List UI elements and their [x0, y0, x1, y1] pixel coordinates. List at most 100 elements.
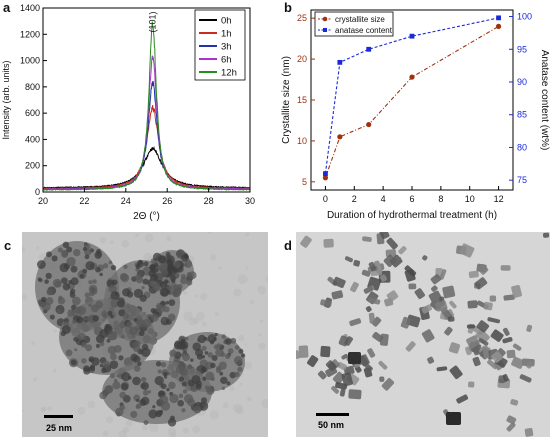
nanoparticle [130, 410, 138, 418]
nanoparticle [135, 404, 140, 409]
nanoparticle [157, 369, 162, 374]
y-tick-label: 1000 [20, 56, 40, 66]
nanoparticle [142, 278, 149, 285]
anatase-crystal [489, 295, 497, 302]
anatase-crystal [441, 307, 452, 320]
background-grain [259, 319, 264, 323]
anatase-crystal [379, 376, 385, 382]
anatase-crystal [296, 350, 300, 359]
background-grain [118, 430, 128, 437]
nanoparticle [206, 386, 215, 395]
nanoparticle [119, 391, 127, 399]
nanoparticle [141, 286, 145, 290]
nanoparticle [134, 325, 140, 332]
x-tick-label: 8 [438, 194, 443, 204]
nanoparticle [233, 356, 243, 365]
background-grain [247, 396, 252, 402]
plot-frame-a [42, 7, 251, 193]
background-grain [87, 400, 96, 409]
nanoparticle [168, 265, 178, 275]
nanoparticle [201, 345, 207, 351]
nanoparticle [74, 348, 78, 352]
nanoparticle [121, 372, 131, 382]
nanoparticle [150, 273, 159, 282]
y-left-tick-label: 25 [297, 13, 307, 23]
panel-label-b: b [284, 0, 292, 15]
nanoparticle [101, 310, 108, 317]
nanoparticle [122, 288, 131, 297]
anatase-crystal [435, 300, 448, 312]
background-grain [237, 335, 245, 342]
background-grain [258, 342, 266, 350]
anatase-crystal [341, 353, 349, 360]
nanoparticle [184, 336, 189, 341]
nanoparticle [46, 251, 52, 258]
nanoparticle [99, 391, 107, 400]
anatase-crystal [320, 345, 331, 358]
anatase-crystal [510, 399, 519, 406]
nanoparticle [67, 309, 75, 317]
data-point-crystallite-size [409, 74, 415, 80]
nanoparticle [161, 269, 169, 277]
background-grain [232, 403, 243, 414]
anatase-crystal [379, 232, 390, 240]
nanoparticle [181, 381, 187, 387]
nanoparticle [117, 299, 125, 308]
nanoparticle [110, 299, 119, 308]
background-grain [244, 343, 247, 346]
nanoparticle [106, 338, 111, 343]
anatase-crystal [472, 356, 481, 367]
background-grain [218, 266, 222, 270]
nanoparticle [166, 387, 170, 392]
nanoparticle [103, 360, 110, 368]
background-grain [258, 333, 262, 337]
nanoparticle [85, 261, 95, 271]
anatase-crystal [349, 318, 362, 327]
nanoparticle [167, 258, 173, 263]
anatase-crystal [490, 329, 504, 342]
nanoparticle [178, 376, 185, 382]
anatase-crystal [476, 320, 490, 333]
tem-image-c: 25 nm [22, 232, 268, 437]
scale-bar-label-c: 25 nm [46, 423, 72, 433]
nanoparticle [166, 290, 171, 295]
anatase-crystal [475, 329, 490, 344]
nanoparticle [174, 287, 182, 295]
anatase-crystal [526, 361, 534, 369]
anatase-crystal [506, 349, 516, 359]
nanoparticle [210, 362, 216, 369]
anatase-crystal [477, 263, 489, 275]
nanoparticle [143, 261, 149, 267]
nanoparticle [84, 292, 90, 298]
nanoparticle [140, 376, 147, 383]
nanoparticle [160, 361, 167, 368]
nanoparticle [116, 374, 120, 378]
background-grain [239, 382, 243, 386]
x-tick-label: 22 [79, 196, 89, 206]
nanoparticle [110, 291, 120, 301]
anatase-crystal [408, 283, 417, 290]
nanoparticle [37, 277, 42, 282]
series-line-0 [324, 25, 499, 178]
nanoparticle [188, 271, 197, 280]
nanoparticle [159, 287, 170, 297]
nanoparticle [179, 367, 188, 376]
background-grain [237, 274, 248, 285]
background-grain [201, 321, 207, 327]
y-tick-label: 800 [25, 82, 40, 92]
background-grain [195, 311, 205, 321]
anatase-crystal [467, 381, 475, 388]
nanoparticle [62, 283, 71, 291]
nanoparticle [147, 390, 152, 394]
y-right-tick-label: 95 [517, 44, 527, 54]
anatase-crystal [448, 342, 461, 354]
background-grain [77, 406, 86, 415]
background-grain [105, 416, 114, 424]
y-right-tick-label: 80 [517, 142, 527, 152]
anatase-crystal [380, 274, 387, 282]
nanoparticle [122, 312, 130, 320]
background-grain [36, 246, 40, 250]
nanoparticle [135, 276, 144, 284]
nanoparticle [78, 332, 87, 341]
nanoparticle [188, 364, 192, 369]
